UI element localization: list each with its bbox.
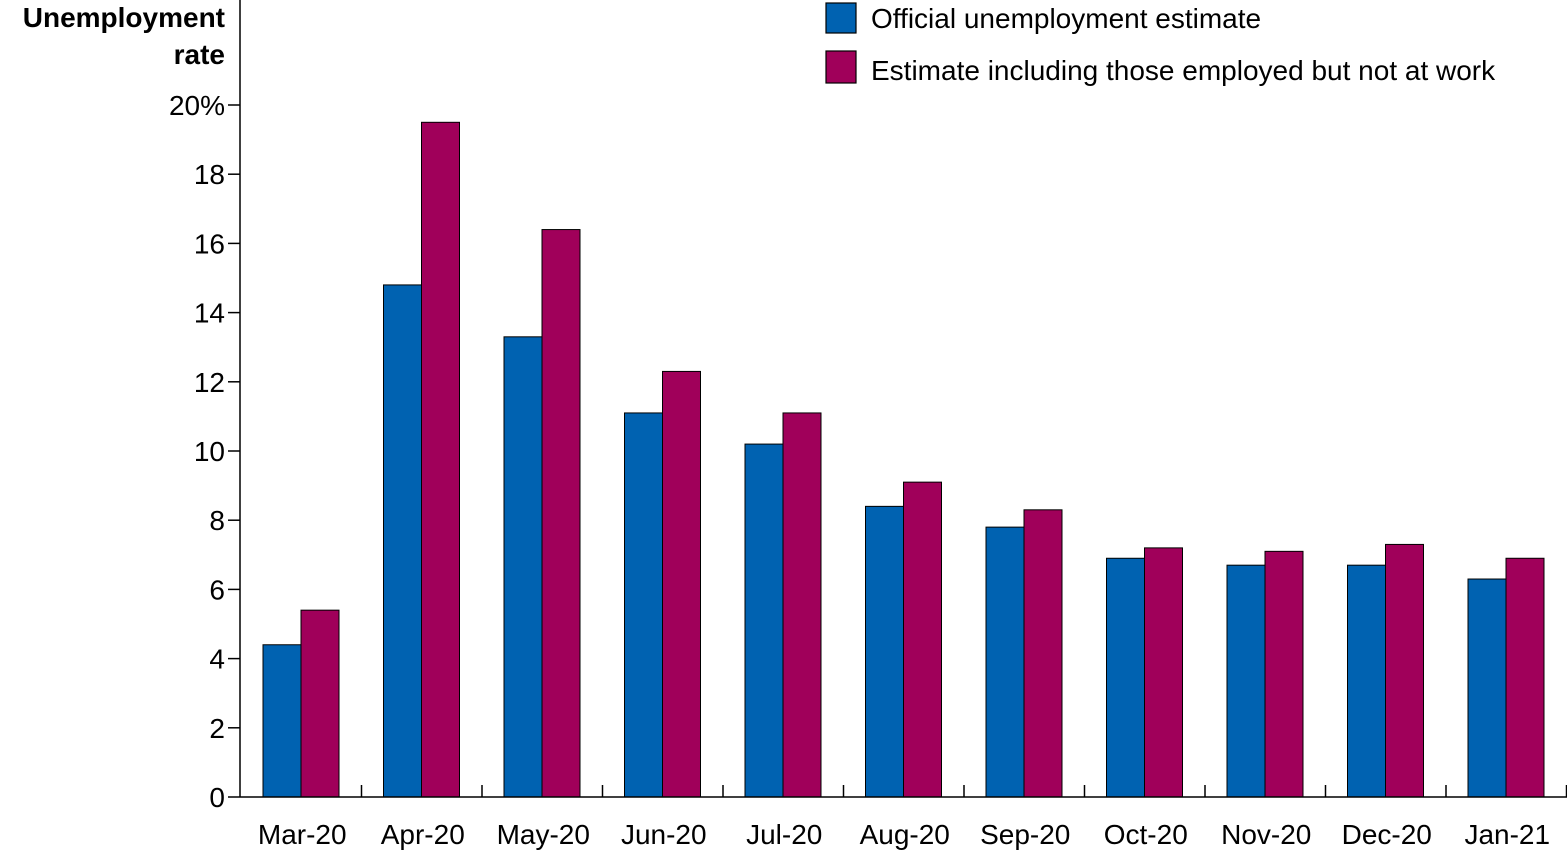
x-tick-label-oct-20: Oct-20	[1104, 819, 1188, 850]
bar-series-2-jul-20	[782, 412, 822, 798]
bar-series-2-aug-20	[903, 481, 942, 798]
y-tick-label-20: 20%	[169, 90, 225, 121]
x-tick-label-jul-20: Jul-20	[746, 819, 822, 850]
y-axis-title-line-1: Unemployment	[23, 2, 225, 33]
legend-swatch-not-at-work	[825, 50, 857, 84]
bar-series-2-jan-21	[1505, 557, 1545, 798]
bar-series-1-may-20	[503, 336, 543, 798]
y-tick-label-4: 4	[209, 644, 225, 675]
bar-series-1-nov-20	[1226, 564, 1266, 798]
legend-label-official: Official unemployment estimate	[871, 3, 1261, 34]
bar-series-1-oct-20	[1106, 557, 1145, 798]
y-tick-label-6: 6	[209, 574, 225, 605]
y-axis-title-line-2: rate	[174, 39, 225, 70]
bar-series-2-dec-20	[1385, 543, 1424, 798]
bar-series-2-sep-20	[1023, 509, 1063, 798]
y-tick-label-18: 18	[194, 159, 225, 190]
bar-series-2-apr-20	[421, 121, 460, 798]
bar-series-1-sep-20	[985, 526, 1025, 798]
bar-series-1-apr-20	[383, 284, 422, 798]
y-tick-label-10: 10	[194, 436, 225, 467]
legend-label-not-at-work: Estimate including those employed but no…	[871, 55, 1496, 86]
x-tick-label-may-20: May-20	[497, 819, 590, 850]
x-tick-label-jan-21: Jan-21	[1464, 819, 1550, 850]
bar-series-2-may-20	[541, 229, 581, 798]
y-tick-label-14: 14	[194, 298, 225, 329]
x-tick-label-sep-20: Sep-20	[980, 819, 1070, 850]
bar-series-2-nov-20	[1264, 550, 1304, 798]
bar-series-2-mar-20	[300, 609, 340, 798]
bar-series-2-oct-20	[1144, 547, 1183, 798]
bar-series-2-jun-20	[662, 370, 701, 798]
y-tick-label-0: 0	[209, 782, 225, 813]
legend: Official unemployment estimate Estimate …	[825, 2, 1496, 86]
bar-series-1-aug-20	[865, 505, 904, 798]
x-ticks-layer: Mar-20 Apr-20 May-20 Jun-20 Jul-20 Aug-20 Sep-…	[258, 785, 1567, 850]
y-tick-label-12: 12	[194, 367, 225, 398]
bar-series-1-jul-20	[744, 443, 784, 798]
bar-series-1-dec-20	[1347, 564, 1386, 798]
x-tick-label-nov-20: Nov-20	[1221, 819, 1311, 850]
x-tick-label-dec-20: Dec-20	[1342, 819, 1432, 850]
y-tick-label-8: 8	[209, 505, 225, 536]
bar-series-1-jan-21	[1467, 578, 1507, 798]
y-ticks-layer: 0 2 4 6 8 10 12 14 16 18 20%	[169, 90, 240, 813]
y-tick-label-2: 2	[209, 713, 225, 744]
bar-series-1-mar-20	[262, 644, 302, 798]
bar-series-1-jun-20	[624, 412, 663, 798]
x-tick-label-aug-20: Aug-20	[860, 819, 950, 850]
bars-layer	[262, 121, 1545, 798]
legend-swatch-official	[825, 2, 857, 34]
y-tick-label-16: 16	[194, 228, 225, 259]
x-tick-label-jun-20: Jun-20	[621, 819, 707, 850]
x-tick-label-apr-20: Apr-20	[381, 819, 465, 850]
x-tick-label-mar-20: Mar-20	[258, 819, 347, 850]
